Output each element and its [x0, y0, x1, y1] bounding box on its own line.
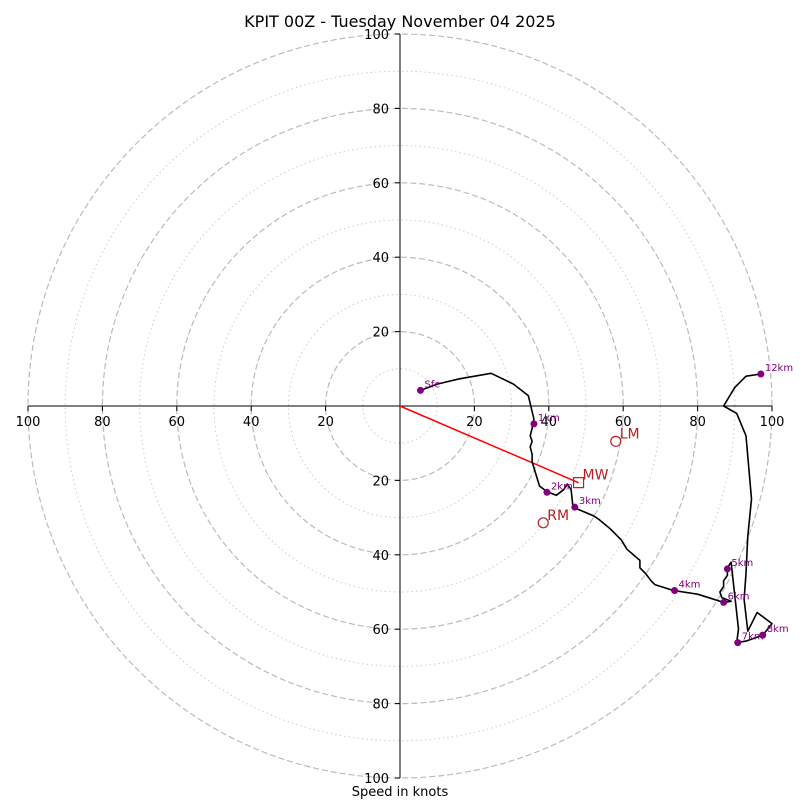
height-marker: [734, 639, 742, 647]
hodograph-trace: [420, 372, 773, 644]
x-tick-label: 100: [760, 415, 785, 430]
x-tick-label: 80: [94, 415, 111, 430]
height-marker-label: 8km: [767, 624, 789, 635]
storm-motion-label: RM: [547, 508, 569, 524]
x-tick-label: 60: [169, 415, 186, 430]
storm-motion-marker: [610, 435, 622, 447]
storm-motion-marker: [537, 517, 549, 529]
y-tick-label: 100: [364, 772, 389, 787]
storm-motion-label: MW: [583, 468, 609, 484]
height-marker: [720, 598, 728, 606]
x-tick-label: 100: [16, 415, 41, 430]
height-marker-label: Sfc: [424, 379, 439, 390]
height-marker: [671, 587, 679, 595]
height-marker-label: 6km: [728, 591, 750, 602]
y-tick-label: 60: [372, 623, 389, 638]
height-marker: [571, 503, 579, 511]
x-tick-label: 20: [466, 415, 483, 430]
x-tick-label: 60: [615, 415, 632, 430]
y-tick-label: 80: [372, 102, 389, 117]
y-tick-label: 20: [372, 474, 389, 489]
mean-wind-vector: [399, 405, 579, 484]
height-marker-label: 1km: [538, 413, 560, 424]
height-marker: [416, 386, 424, 394]
y-tick-label: 60: [372, 177, 389, 192]
x-axis-label: Speed in knots: [352, 785, 449, 800]
height-marker-label: 4km: [679, 580, 701, 591]
tick-labels: 100 80 60 40 20 20 40 60 80 100 100 80 60 40 20 20 40 60 8…: [16, 28, 785, 787]
y-tick-label: 20: [372, 326, 389, 341]
y-tick-label: 80: [372, 698, 389, 713]
height-marker: [723, 565, 731, 573]
hodograph-trace-layer: [420, 372, 773, 644]
storm-motion-label: LM: [620, 426, 640, 442]
height-marker-label: 7km: [742, 632, 764, 643]
x-tick-label: 40: [243, 415, 260, 430]
y-tick-label: 40: [372, 549, 389, 564]
height-marker: [543, 488, 551, 496]
x-tick-label: 20: [317, 415, 334, 430]
height-marker-label: 12km: [765, 363, 793, 374]
height-marker: [757, 370, 765, 378]
chart-title: KPIT 00Z - Tuesday November 04 2025: [244, 12, 556, 31]
height-marker: [530, 420, 538, 428]
y-tick-label: 100: [364, 28, 389, 43]
y-tick-label: 40: [372, 251, 389, 266]
x-tick-label: 80: [689, 415, 706, 430]
storm-motion-markers: LM MW RM: [537, 426, 640, 529]
height-marker-label: 5km: [731, 558, 753, 569]
storm-motion-marker: [572, 477, 585, 489]
height-marker: [759, 631, 767, 639]
x-tick-label: 40: [541, 415, 558, 430]
height-marker-label: 2km: [551, 481, 573, 492]
mean-wind-vector-layer: [399, 405, 579, 484]
height-marker-label: 3km: [579, 496, 601, 507]
